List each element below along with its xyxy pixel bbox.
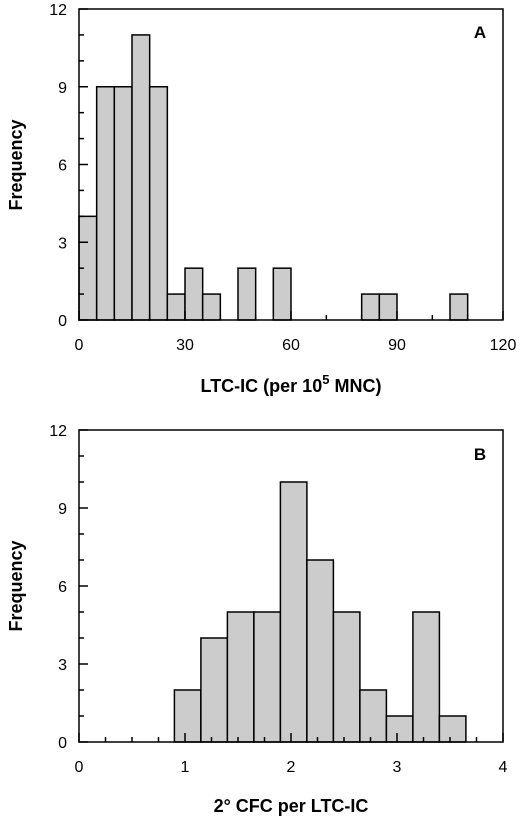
histogram-panel-a: 0 30 60 90 120 0 3 6 9 12 A Frequency LTC-IC (per 10…: [6, 2, 516, 396]
y-tick-label: 6: [58, 579, 67, 596]
y-axis-title: Frequency: [6, 119, 26, 210]
y-tick-label: 12: [49, 2, 67, 19]
histogram-bar: [200, 637, 229, 743]
panel-label: A: [474, 23, 486, 42]
x-axis-title-superscript: 5: [322, 372, 329, 387]
y-tick-label: 9: [58, 80, 67, 97]
x-tick-label: 60: [282, 337, 300, 354]
x-axis-title-suffix: MNC): [329, 376, 381, 396]
histogram-bar: [272, 267, 292, 321]
histogram-bar: [201, 293, 222, 321]
histogram-bar: [279, 481, 308, 743]
x-tick-label: 120: [490, 337, 517, 354]
histogram-bar: [449, 293, 469, 321]
histogram-bar: [378, 293, 398, 321]
x-tick-label: 90: [388, 337, 406, 354]
y-tick-label: 6: [58, 158, 67, 175]
x-tick-label: 0: [75, 337, 84, 354]
panel-label: B: [474, 445, 486, 464]
histogram-bar: [113, 86, 133, 321]
histogram-bar: [412, 611, 441, 743]
histogram-bar: [253, 611, 282, 743]
histogram-bar: [332, 611, 361, 743]
y-tick-label: 12: [49, 423, 67, 440]
y-tick-label: 3: [58, 657, 67, 674]
y-tick-label: 0: [58, 735, 67, 752]
x-axis-title: LTC-IC (per 105 MNC): [201, 372, 382, 396]
histogram-bar: [359, 689, 388, 743]
histogram-bar: [385, 715, 414, 743]
x-axis-title-prefix: LTC-IC (per 10: [201, 376, 323, 396]
histogram-bar: [306, 559, 335, 743]
histogram-bar: [148, 86, 169, 321]
histogram-bar: [360, 293, 381, 321]
histogram-bar: [237, 267, 257, 321]
y-axis-title: Frequency: [6, 540, 26, 631]
histogram-bar: [438, 715, 467, 743]
y-tick-label: 0: [58, 313, 67, 330]
x-tick-label: 3: [393, 759, 402, 776]
x-tick-label: 4: [499, 759, 508, 776]
y-tick-label: 9: [58, 501, 67, 518]
histogram-bar: [173, 689, 202, 743]
x-tick-label: 1: [181, 759, 190, 776]
histogram-bar: [166, 293, 186, 321]
histogram-bar: [226, 611, 255, 743]
x-tick-label: 30: [176, 337, 194, 354]
y-tick-label: 3: [58, 235, 67, 252]
x-tick-label: 0: [75, 759, 84, 776]
histogram-bar: [184, 267, 204, 321]
x-axis-title: 2° CFC per LTC-IC: [214, 796, 369, 816]
histogram-bar: [95, 86, 116, 321]
x-tick-label: 2: [287, 759, 296, 776]
histogram-bar: [131, 34, 151, 321]
